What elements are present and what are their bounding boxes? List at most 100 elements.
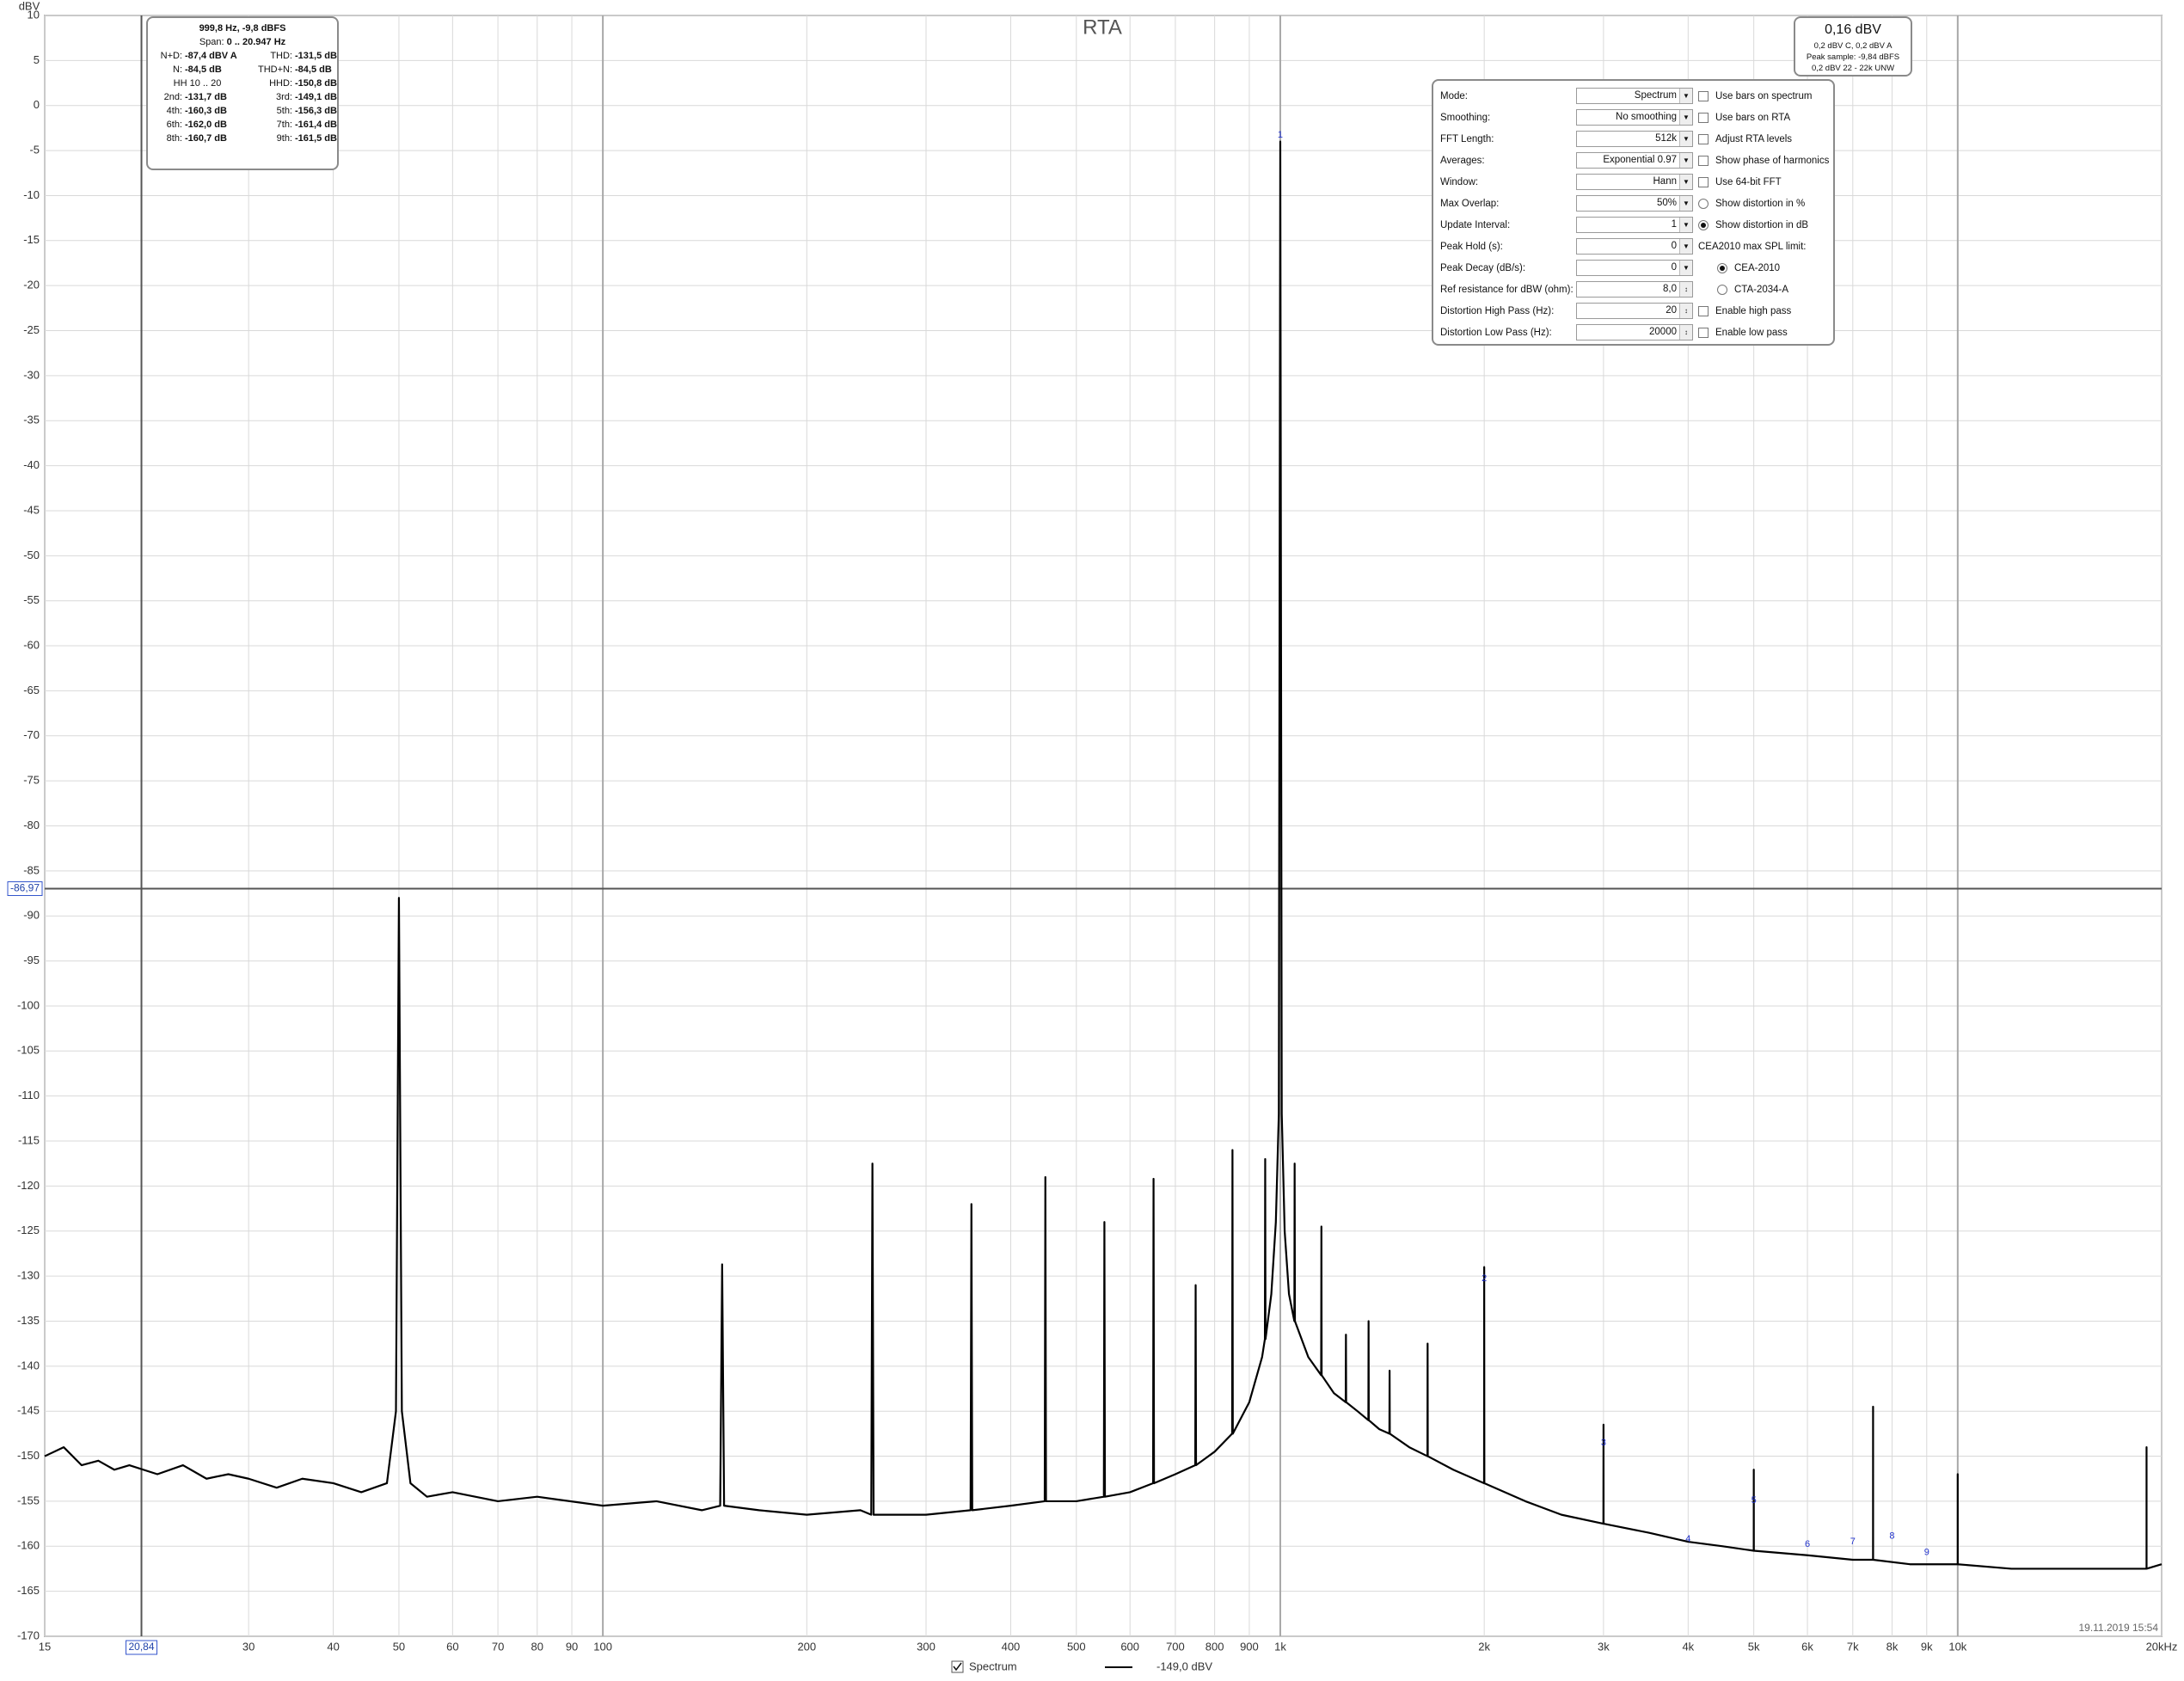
y-tick-label: -65 <box>23 684 40 696</box>
dropdown[interactable]: No smoothing ▼ <box>1576 109 1693 126</box>
checkbox[interactable] <box>1698 176 1709 187</box>
x-tick-label: 300 <box>917 1640 936 1653</box>
spin-field[interactable]: 8,0 ↕ <box>1576 281 1693 298</box>
field-arrow[interactable]: ▼ <box>1679 218 1692 232</box>
y-tick-label: 0 <box>34 98 40 111</box>
radio-button[interactable] <box>1717 284 1727 295</box>
field-arrow[interactable]: ↕ <box>1679 282 1692 297</box>
info-label: N: <box>173 64 182 75</box>
field-arrow[interactable]: ▼ <box>1679 89 1692 103</box>
field-value: 50% <box>1656 198 1677 208</box>
setting-label: Update Interval: <box>1440 220 1511 230</box>
y-tick-label: -135 <box>17 1314 40 1327</box>
dropdown[interactable]: Exponential 0.97 ▼ <box>1576 152 1693 169</box>
dropdown[interactable]: 512k ▼ <box>1576 131 1693 147</box>
option-label: Adjust RTA levels <box>1715 134 1793 144</box>
dropdown[interactable]: Spectrum ▼ <box>1576 88 1693 104</box>
y-tick-label: -115 <box>18 1133 40 1146</box>
info-value: -84,5 dB <box>185 64 222 75</box>
field-value: Hann <box>1653 176 1678 187</box>
field-arrow[interactable]: ↕ <box>1679 325 1692 340</box>
radio-button[interactable] <box>1717 262 1727 273</box>
dropdown[interactable]: 1 ▼ <box>1576 217 1693 233</box>
option-row: Show distortion in % <box>1698 194 1805 213</box>
checkbox[interactable] <box>1698 90 1709 101</box>
x-tick-label: 500 <box>1067 1640 1086 1653</box>
y-tick-label: -10 <box>23 188 40 201</box>
x-tick-label: 700 <box>1166 1640 1185 1653</box>
radio-button[interactable] <box>1698 198 1709 209</box>
setting-row: Peak Decay (dB/s): 0 ▼ <box>1440 259 1698 278</box>
info-label: THD: <box>270 51 292 61</box>
x-tick-label: 100 <box>593 1640 612 1653</box>
field-arrow[interactable]: ▼ <box>1679 175 1692 189</box>
setting-row: Peak Hold (s): 0 ▼ <box>1440 237 1698 256</box>
option-label: Use bars on spectrum <box>1715 91 1813 101</box>
harmonic-marker: 7 <box>1850 1537 1856 1547</box>
legend-readout: -149,0 dBV <box>1156 1660 1212 1672</box>
setting-label: Peak Hold (s): <box>1440 242 1503 252</box>
level-line: 0,2 dBV 22 - 22k UNW <box>1811 64 1895 73</box>
option-row: Enable low pass <box>1698 323 1788 342</box>
dropdown[interactable]: 0 ▼ <box>1576 238 1693 255</box>
x-tick-label: 2k <box>1478 1640 1490 1653</box>
field-arrow[interactable]: ▼ <box>1679 132 1692 146</box>
info-value: -160,3 dB <box>185 106 227 116</box>
setting-row: Update Interval: 1 ▼ <box>1440 216 1698 235</box>
field-arrow[interactable]: ▼ <box>1679 239 1692 254</box>
y-axis-label: dBV <box>19 0 40 12</box>
option-row: CEA-2010 <box>1717 259 1780 278</box>
setting-row: Window: Hann ▼ <box>1440 173 1698 192</box>
option-label: Enable high pass <box>1715 306 1792 316</box>
option-label: Show distortion in % <box>1715 199 1806 209</box>
option-label: Enable low pass <box>1715 328 1788 338</box>
field-value: 512k <box>1655 133 1677 144</box>
radio-button[interactable] <box>1698 219 1709 230</box>
harmonic-marker: 1 <box>1278 130 1283 140</box>
x-tick-label: 7k <box>1847 1640 1859 1653</box>
option-row: Enable high pass <box>1698 302 1791 321</box>
checkbox[interactable] <box>1698 155 1709 166</box>
x-tick-label: 3k <box>1598 1640 1610 1653</box>
x-tick-label: 20kHz <box>2146 1640 2178 1653</box>
field-value: 8,0 <box>1663 284 1677 294</box>
y-tick-label: -35 <box>23 414 40 426</box>
y-tick-label: -25 <box>23 323 40 336</box>
x-tick-label: 600 <box>1120 1640 1139 1653</box>
info-value: -87,4 dBV A <box>185 51 237 61</box>
option-row: CTA-2034-A <box>1717 280 1788 299</box>
x-tick-label: 9k <box>1921 1640 1933 1653</box>
checkbox[interactable] <box>1698 327 1709 338</box>
field-arrow[interactable]: ▼ <box>1679 110 1692 125</box>
setting-row: Smoothing: No smoothing ▼ <box>1440 108 1698 127</box>
setting-label: Peak Decay (dB/s): <box>1440 263 1526 273</box>
level-box: 0,16 dBV 0,2 dBV C, 0,2 dBV A Peak sampl… <box>1794 16 1912 77</box>
spin-field[interactable]: 20000 ↕ <box>1576 324 1693 340</box>
legend-check <box>953 1662 962 1672</box>
x-tick-label: 10k <box>1948 1640 1966 1653</box>
field-arrow[interactable]: ▼ <box>1679 261 1692 275</box>
field-arrow[interactable]: ▼ <box>1679 153 1692 168</box>
field-arrow[interactable]: ↕ <box>1679 304 1692 318</box>
x-tick-label: 60 <box>446 1640 458 1653</box>
dropdown[interactable]: 50% ▼ <box>1576 195 1693 212</box>
checkbox[interactable] <box>1698 133 1709 144</box>
field-value: 20000 <box>1649 327 1677 337</box>
checkbox[interactable] <box>1698 305 1709 316</box>
option-label: Use bars on RTA <box>1715 113 1791 123</box>
setting-label: Ref resistance for dBW (ohm): <box>1440 285 1574 295</box>
y-tick-label: -70 <box>23 728 40 741</box>
level-line: Peak sample: -9,84 dBFS <box>1806 52 1900 62</box>
info-label: 8th: <box>166 133 182 144</box>
spin-field[interactable]: 20 ↕ <box>1576 303 1693 319</box>
field-arrow[interactable]: ▼ <box>1679 196 1692 211</box>
dropdown[interactable]: Hann ▼ <box>1576 174 1693 190</box>
option-label: CEA-2010 <box>1734 263 1781 273</box>
dropdown[interactable]: 0 ▼ <box>1576 260 1693 276</box>
y-tick-label: -110 <box>18 1089 40 1101</box>
setting-label: Averages: <box>1440 156 1485 166</box>
checkbox[interactable] <box>1698 112 1709 123</box>
x-tick-label: 400 <box>1002 1640 1021 1653</box>
setting-label: Window: <box>1440 177 1479 187</box>
